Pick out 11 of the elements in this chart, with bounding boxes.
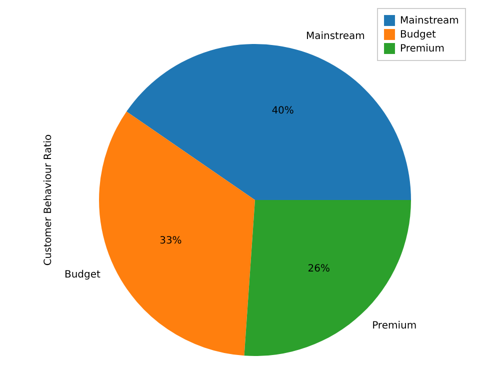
data-label: 26% <box>308 263 330 274</box>
slice-label: Mainstream <box>306 31 365 42</box>
data-label: 33% <box>160 236 182 247</box>
slice-label: Premium <box>372 320 417 332</box>
pie-slice <box>99 112 255 356</box>
text: Customer Behaviour Ratio <box>43 134 54 266</box>
legend-label: Budget <box>400 30 436 40</box>
data-label: 40% <box>272 106 294 117</box>
legend-label: Premium <box>400 44 444 54</box>
slice-label: Budget <box>64 270 101 281</box>
legend-label: Mainstream <box>400 16 459 26</box>
